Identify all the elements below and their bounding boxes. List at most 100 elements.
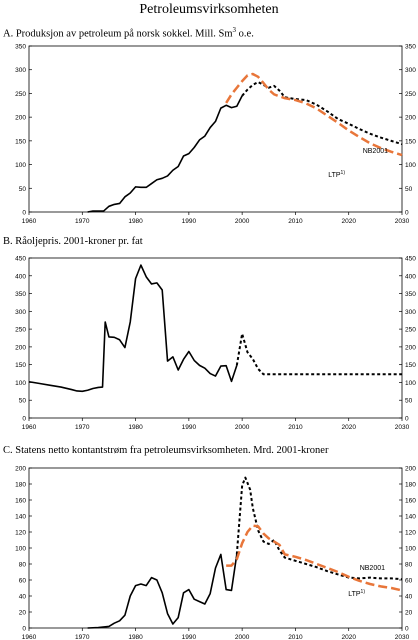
y-tick-label-right: 120 — [405, 530, 416, 537]
y-tick-label-left: 200 — [15, 115, 26, 122]
series-line-historical — [28, 264, 238, 393]
y-tick-label-left: 100 — [15, 162, 26, 169]
panel-c-title: C. Statens netto kontantstrøm fra petrol… — [3, 445, 328, 456]
x-tick-label: 1960 — [22, 634, 37, 640]
y-tick-label-left: 250 — [15, 327, 26, 334]
y-tick-label-left: 20 — [19, 610, 27, 617]
x-tick-label: 2000 — [235, 634, 250, 640]
panel-c-title-text: C. Statens netto kontantstrøm fra petrol… — [3, 445, 329, 456]
y-tick-label-left: 300 — [15, 309, 26, 316]
y-tick-label-right: 200 — [405, 466, 416, 473]
x-tick-label: 1970 — [75, 424, 90, 431]
y-tick-label-right: 60 — [405, 578, 413, 585]
y-tick-label-right: 200 — [405, 115, 416, 122]
y-tick-label-right: 80 — [405, 562, 413, 569]
panel-b-title-text: B. Råoljepris. 2001-kroner pr. fat — [3, 236, 143, 247]
y-tick-label-left: 0 — [22, 626, 26, 633]
page-title: Petroleumsvirksomheten — [139, 2, 279, 17]
y-tick-label-left: 0 — [22, 416, 26, 423]
y-tick-label-left: 350 — [15, 44, 26, 51]
x-tick-label: 2020 — [341, 218, 356, 225]
y-tick-label-right: 350 — [405, 291, 416, 298]
series-line-nb2001 — [241, 81, 403, 146]
y-tick-label-right: 0 — [405, 210, 409, 217]
y-tick-label-right: 0 — [405, 416, 409, 423]
y-tick-label-left: 200 — [15, 344, 26, 351]
y-tick-label-right: 150 — [405, 138, 416, 145]
x-tick-label: 2030 — [395, 218, 410, 225]
x-tick-label: 2020 — [341, 424, 356, 431]
panel-0: 0 0 50 50 100 100 150 150 200 200 250 250 300 300 350 3… — [15, 44, 416, 226]
x-tick-label: 1990 — [182, 424, 197, 431]
y-tick-label-left: 120 — [15, 530, 26, 537]
y-tick-label-left: 50 — [19, 398, 27, 405]
x-tick-label: 1980 — [128, 424, 143, 431]
y-tick-label-right: 150 — [405, 362, 416, 369]
x-tick-label: 1990 — [182, 634, 197, 640]
y-tick-label-right: 250 — [405, 91, 416, 98]
y-tick-label-right: 100 — [405, 546, 416, 553]
series-label-nb2001: NB2001 — [360, 565, 385, 572]
x-tick-label: 1980 — [128, 634, 143, 640]
y-tick-label-right: 200 — [405, 344, 416, 351]
y-tick-label-right: 0 — [405, 626, 409, 633]
series-label-nb2001: NB2001 — [363, 148, 388, 155]
x-tick-label: 2010 — [288, 634, 303, 640]
y-tick-label-left: 180 — [15, 482, 26, 489]
panel-a-title-text: A. Produksjon av petroleum på norsk sokk… — [3, 28, 233, 40]
x-tick-label: 2010 — [288, 424, 303, 431]
series-label-ltp: LTP1) — [348, 589, 365, 598]
x-tick-label: 1960 — [22, 218, 37, 225]
y-tick-label-right: 50 — [405, 398, 413, 405]
x-tick-label: 1960 — [22, 424, 37, 431]
y-tick-label-left: 60 — [19, 578, 27, 585]
y-tick-label-right: 450 — [405, 256, 416, 263]
y-tick-label-right: 140 — [405, 514, 416, 521]
panel-a-title-suffix: o.e. — [236, 28, 254, 40]
y-tick-label-right: 300 — [405, 67, 416, 74]
y-tick-label-left: 0 — [22, 210, 26, 217]
y-tick-label-left: 150 — [15, 362, 26, 369]
x-tick-label: 1970 — [75, 634, 90, 640]
series-line-nb2001 — [235, 476, 403, 581]
x-tick-label: 1990 — [182, 218, 197, 225]
panel-b-title: B. Råoljepris. 2001-kroner pr. fat — [3, 236, 143, 247]
x-tick-label: 2030 — [395, 634, 410, 640]
x-tick-label: 2020 — [341, 634, 356, 640]
y-tick-label-left: 100 — [15, 380, 26, 387]
y-tick-label-right: 180 — [405, 482, 416, 489]
x-tick-label: 2010 — [288, 218, 303, 225]
y-tick-label-left: 300 — [15, 67, 26, 74]
y-tick-label-left: 400 — [15, 273, 26, 280]
y-tick-label-left: 50 — [19, 186, 27, 193]
y-tick-label-right: 250 — [405, 327, 416, 334]
y-tick-label-left: 450 — [15, 256, 26, 263]
series-line-historical — [235, 332, 402, 376]
series-line-historical — [87, 553, 238, 629]
y-tick-label-left: 140 — [15, 514, 26, 521]
series-line-ltp — [225, 72, 403, 157]
plot-frame — [28, 257, 403, 419]
x-tick-label: 1980 — [128, 218, 143, 225]
panel-a-title-sup: 3 — [232, 26, 237, 34]
y-tick-label-left: 80 — [19, 562, 27, 569]
y-tick-label-right: 20 — [405, 610, 413, 617]
y-tick-label-left: 100 — [15, 546, 26, 553]
y-tick-label-left: 250 — [15, 91, 26, 98]
y-tick-label-left: 200 — [15, 466, 26, 473]
y-tick-label-left: 40 — [19, 594, 27, 601]
x-tick-label: 2030 — [395, 424, 410, 431]
y-tick-label-right: 40 — [405, 594, 413, 601]
y-tick-label-right: 100 — [405, 162, 416, 169]
y-tick-label-right: 400 — [405, 273, 416, 280]
series-line-historical — [87, 95, 243, 213]
plot-frame — [28, 467, 403, 629]
y-tick-label-right: 100 — [405, 380, 416, 387]
series-line-ltp — [226, 524, 403, 592]
x-tick-label: 2000 — [235, 218, 250, 225]
y-tick-label-right: 350 — [405, 44, 416, 51]
panel-1: 0 0 50 50 100 100 150 150 200 200 250 250 300 300 350 3… — [15, 256, 416, 432]
